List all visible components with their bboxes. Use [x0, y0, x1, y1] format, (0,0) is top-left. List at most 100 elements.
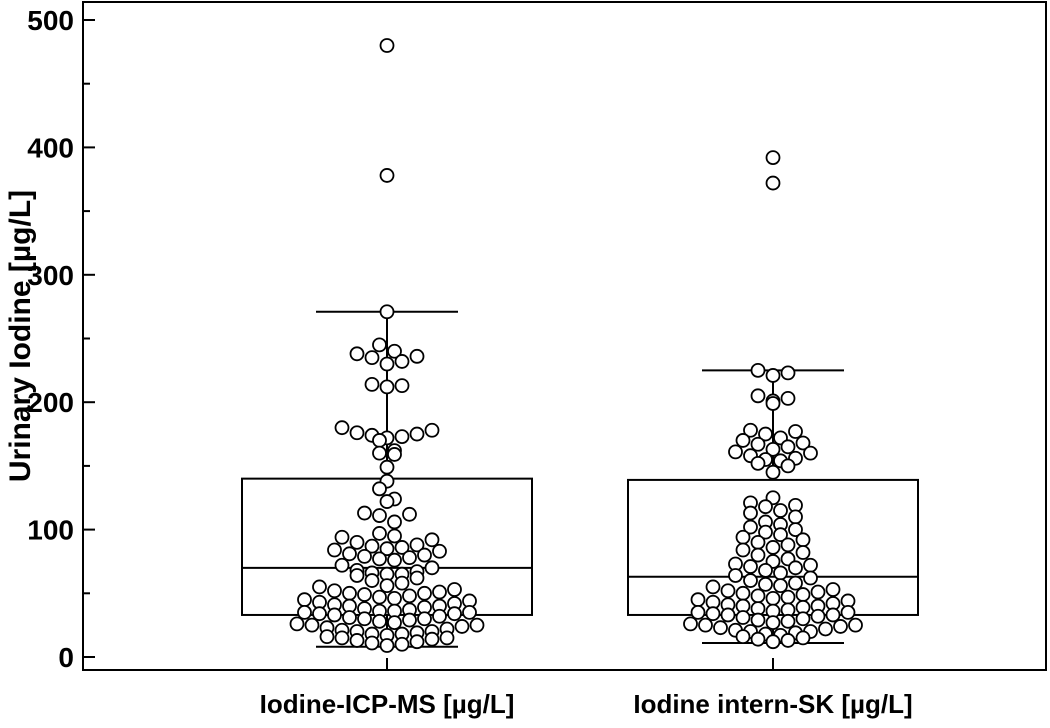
- data-point: [409, 348, 425, 364]
- data-point: [765, 464, 781, 480]
- data-point: [349, 346, 365, 362]
- data-point: [379, 168, 395, 183]
- data-point: [690, 605, 706, 620]
- data-point: [750, 534, 766, 550]
- data-point: [750, 455, 766, 471]
- data-point: [705, 606, 721, 622]
- data-point: [780, 537, 796, 553]
- data-point: [773, 527, 788, 543]
- data-point: [803, 445, 818, 461]
- data-point: [372, 589, 387, 605]
- data-point: [765, 396, 781, 411]
- data-point: [409, 426, 425, 442]
- data-point: [394, 429, 410, 444]
- data-point: [743, 573, 758, 588]
- data-point: [402, 506, 417, 522]
- data-point: [379, 638, 395, 653]
- data-point: [735, 610, 751, 625]
- data-point: [795, 435, 811, 451]
- data-point: [788, 509, 803, 525]
- data-point: [364, 635, 380, 651]
- data-point: [810, 584, 826, 600]
- data-point: [387, 615, 402, 631]
- data-point: [372, 481, 387, 497]
- data-point: [364, 350, 380, 366]
- data-point: [297, 605, 312, 620]
- data-point: [773, 565, 788, 581]
- data-point: [765, 150, 781, 165]
- data-point: [750, 588, 766, 604]
- data-point: [780, 589, 796, 605]
- data-point: [780, 365, 796, 381]
- data-point: [735, 629, 751, 645]
- data-point: [342, 585, 357, 601]
- x-axis-labels: Iodine-ICP-MS [µg/L] Iodine intern-SK [µg…: [260, 658, 913, 719]
- data-point: [432, 543, 447, 559]
- data-point: [780, 458, 796, 474]
- data-point: [758, 499, 773, 515]
- data-point: [379, 494, 395, 509]
- y-axis: 0 100 200 300 400 500: [27, 5, 95, 673]
- data-point: [743, 505, 758, 521]
- data-point: [357, 505, 372, 521]
- data-point: [728, 444, 743, 460]
- data-point: [765, 175, 781, 191]
- data-point: [758, 426, 773, 442]
- data-point: [334, 630, 350, 646]
- data-point: [372, 433, 387, 448]
- data-point: [795, 545, 811, 560]
- data-point: [387, 552, 402, 568]
- data-point: [735, 433, 751, 448]
- data-point: [743, 422, 758, 438]
- data-point: [780, 390, 796, 406]
- data-point: [372, 526, 387, 541]
- data-point: [379, 459, 395, 475]
- data-point: [439, 630, 455, 646]
- data-point: [765, 634, 781, 650]
- data-point: [750, 388, 766, 404]
- data-point: [304, 617, 320, 633]
- data-point: [454, 619, 470, 634]
- data-point: [387, 447, 402, 462]
- data-point: [447, 606, 462, 622]
- data-point: [417, 585, 432, 601]
- data-point: [424, 422, 440, 438]
- data-point: [825, 607, 841, 623]
- data-point: [424, 560, 440, 576]
- data-point: [683, 616, 698, 632]
- data-point: [780, 633, 796, 648]
- data-point: [394, 575, 410, 591]
- data-point: [372, 337, 387, 353]
- data-point: [312, 579, 327, 595]
- data-points: [289, 38, 863, 653]
- data-point: [357, 611, 372, 627]
- y-tick-label: 100: [27, 515, 74, 546]
- data-point: [432, 608, 447, 624]
- y-tick-label: 500: [27, 5, 74, 36]
- y-tick-label: 200: [27, 387, 74, 418]
- data-point: [409, 634, 425, 650]
- y-tick-label: 0: [58, 642, 74, 673]
- data-point: [795, 611, 811, 627]
- data-point: [735, 529, 751, 545]
- data-point: [690, 592, 706, 608]
- data-point: [432, 584, 447, 600]
- data-point: [379, 541, 395, 557]
- data-point: [750, 612, 766, 628]
- data-point: [372, 445, 387, 461]
- data-point: [788, 424, 803, 439]
- data-point: [297, 592, 312, 608]
- data-point: [848, 617, 863, 633]
- data-point: [758, 562, 773, 578]
- data-point: [713, 620, 728, 636]
- data-point: [372, 508, 387, 523]
- data-point: [319, 629, 335, 645]
- data-point: [387, 343, 402, 359]
- data-point: [795, 630, 811, 646]
- data-point: [840, 605, 856, 620]
- data-point: [409, 537, 425, 553]
- data-point: [825, 582, 841, 597]
- data-point: [765, 540, 781, 555]
- data-point: [765, 615, 781, 631]
